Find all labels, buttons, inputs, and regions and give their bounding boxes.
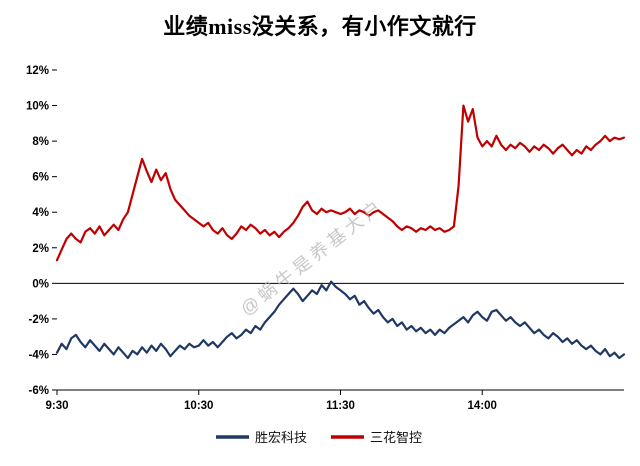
y-axis-tick-label: 12% <box>26 65 49 77</box>
y-axis-tick-label: 2% <box>32 243 49 255</box>
y-axis: -6% -4% -2% 0% 2% 4% 6% 8% 10% 12% <box>26 65 57 397</box>
y-axis-tick-label: -4% <box>29 349 49 361</box>
x-axis: 9:30 10:30 11:30 14:00 <box>45 390 497 412</box>
x-axis-tick-label: 14:00 <box>468 400 497 412</box>
legend-label-sanhua: 三花智控 <box>370 430 422 445</box>
y-axis-tick-label: 6% <box>32 172 49 184</box>
watermark-text: @蜗牛是养基大户 <box>237 195 388 319</box>
x-axis-tick-label: 10:30 <box>184 400 213 412</box>
legend: 胜宏科技 三花智控 <box>216 430 422 445</box>
x-axis-tick-label: 11:30 <box>326 400 355 412</box>
series-lines <box>55 104 626 360</box>
series-line-shenghong <box>55 280 626 360</box>
series-line-sanhua <box>55 104 626 262</box>
y-axis-tick-label: 8% <box>32 136 49 148</box>
y-axis-tick-label: -2% <box>29 314 49 326</box>
y-axis-tick-label: 0% <box>32 278 49 290</box>
y-axis-tick-label: 4% <box>32 207 49 219</box>
y-axis-tick-label: 10% <box>26 101 49 113</box>
y-axis-tick-label: -6% <box>29 385 49 397</box>
legend-label-shenghong: 胜宏科技 <box>255 430 307 445</box>
chart-title: 业绩miss没关系，有小作文就行 <box>163 14 477 39</box>
x-axis-tick-label: 9:30 <box>45 400 68 412</box>
